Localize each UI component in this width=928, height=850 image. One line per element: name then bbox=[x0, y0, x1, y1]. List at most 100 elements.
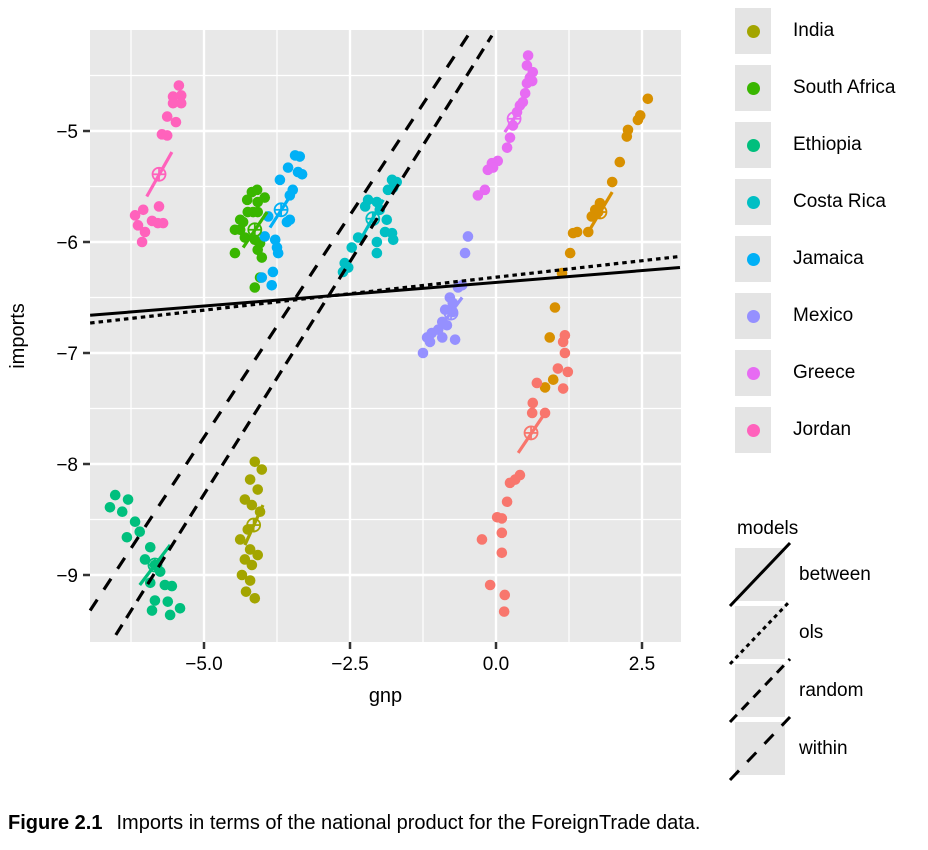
data-point-ethiopia bbox=[162, 596, 174, 607]
legend-item-greece: Greece bbox=[735, 350, 895, 396]
data-point-india bbox=[244, 544, 256, 555]
legend-label-ols: ols bbox=[799, 621, 824, 643]
data-point-jamaica bbox=[282, 162, 294, 173]
data-point-south-africa bbox=[256, 252, 268, 263]
data-point-jordan bbox=[175, 97, 187, 109]
x-tick-label: 0.0 bbox=[483, 654, 509, 675]
data-point-series8 bbox=[549, 302, 561, 313]
data-point-south-africa bbox=[229, 247, 241, 259]
data-point-series9 bbox=[526, 407, 538, 419]
data-point-jordan bbox=[129, 210, 141, 221]
data-point-jamaica bbox=[267, 266, 279, 278]
data-point-mexico bbox=[417, 347, 429, 359]
data-point-greece bbox=[472, 190, 484, 201]
data-point-ethiopia bbox=[134, 526, 146, 538]
legend-dot-icon bbox=[746, 195, 760, 209]
data-point-series8 bbox=[632, 114, 644, 126]
legend-dot-icon bbox=[746, 24, 760, 38]
data-point-series9 bbox=[527, 397, 539, 409]
legend-dot-icon bbox=[746, 309, 760, 323]
data-point-mexico bbox=[424, 336, 436, 348]
data-point-india bbox=[234, 534, 246, 545]
data-point-india bbox=[249, 456, 261, 468]
data-point-jordan bbox=[139, 226, 151, 238]
figure-caption: Figure 2.1 Imports in terms of the nation… bbox=[8, 812, 920, 835]
legend-countries: India South Africa Ethiopia Costa Rica Jamai… bbox=[735, 8, 895, 464]
data-point-series9 bbox=[559, 347, 571, 359]
data-point-series9 bbox=[496, 513, 508, 524]
y-tick-label: −6 bbox=[56, 233, 78, 254]
data-point-jamaica bbox=[256, 272, 268, 283]
legend-label-within: within bbox=[799, 737, 848, 759]
data-point-ethiopia bbox=[116, 506, 128, 518]
data-point-jordan bbox=[161, 111, 173, 122]
data-point-jamaica bbox=[266, 279, 278, 291]
caption-label: Figure 2.1 bbox=[8, 812, 103, 834]
data-point-jordan bbox=[170, 116, 182, 128]
legend-label-greece: Greece bbox=[793, 362, 856, 383]
data-point-ethiopia bbox=[166, 580, 178, 592]
data-point-costa-rica bbox=[382, 184, 394, 196]
legend-label-ethiopia: Ethiopia bbox=[793, 134, 862, 155]
data-point-series9 bbox=[496, 527, 508, 539]
data-point-ethiopia bbox=[174, 603, 186, 614]
y-tick-label: −5 bbox=[56, 122, 78, 143]
data-point-series9 bbox=[476, 534, 488, 545]
data-point-south-africa bbox=[241, 194, 253, 206]
data-point-ethiopia bbox=[129, 516, 141, 528]
legend-item-within: within bbox=[728, 715, 871, 782]
legend-item-costa-rica: Costa Rica bbox=[735, 179, 895, 225]
data-point-south-africa bbox=[234, 224, 246, 236]
legend-key-india bbox=[735, 8, 771, 54]
line-sample-random-icon bbox=[728, 657, 792, 724]
legend-item-random: random bbox=[728, 657, 871, 724]
data-point-greece bbox=[504, 132, 516, 143]
legend-key-greece bbox=[735, 350, 771, 396]
legend-key-ethiopia bbox=[735, 122, 771, 168]
legend-label-costa-rica: Costa Rica bbox=[793, 191, 886, 212]
data-point-series9 bbox=[562, 366, 574, 378]
data-point-series8 bbox=[539, 382, 551, 393]
legend-item-ethiopia: Ethiopia bbox=[735, 122, 895, 168]
data-point-india bbox=[236, 569, 248, 581]
data-point-india bbox=[252, 549, 264, 561]
y-tick-label: −9 bbox=[56, 566, 78, 587]
data-point-india bbox=[246, 499, 258, 511]
y-tick-label: −8 bbox=[56, 455, 78, 476]
legend-models-title: models bbox=[737, 518, 799, 539]
caption-text: Imports in terms of the national product… bbox=[116, 812, 701, 834]
data-point-india bbox=[252, 484, 264, 495]
data-point-series8 bbox=[606, 176, 618, 188]
data-point-jamaica bbox=[296, 168, 308, 180]
legend-item-jamaica: Jamaica bbox=[735, 236, 895, 282]
data-point-series8 bbox=[544, 332, 556, 343]
legend-label-south-africa: South Africa bbox=[793, 77, 896, 98]
data-point-jamaica bbox=[259, 231, 271, 242]
data-point-jamaica bbox=[274, 174, 286, 186]
data-point-series9 bbox=[498, 606, 510, 617]
data-point-ethiopia bbox=[139, 554, 151, 565]
data-point-series8 bbox=[642, 93, 654, 105]
data-point-series8 bbox=[547, 374, 559, 385]
data-point-jamaica bbox=[272, 247, 284, 259]
legend-item-south-africa: South Africa bbox=[735, 65, 895, 111]
legend-item-mexico: Mexico bbox=[735, 293, 895, 339]
data-point-jordan bbox=[173, 80, 185, 91]
data-point-india bbox=[246, 559, 258, 571]
x-tick-label: 2.5 bbox=[629, 654, 655, 675]
data-point-series9 bbox=[499, 589, 511, 601]
x-axis-title: gnp bbox=[369, 685, 402, 707]
data-point-south-africa bbox=[252, 206, 264, 218]
x-tick-label: −5.0 bbox=[185, 654, 223, 675]
legend-dot-icon bbox=[746, 366, 760, 380]
data-point-greece bbox=[519, 87, 531, 99]
data-point-ethiopia bbox=[149, 595, 161, 606]
model-line-random bbox=[114, 34, 494, 636]
data-point-series9 bbox=[496, 547, 508, 559]
data-point-greece bbox=[521, 77, 533, 89]
data-point-series9 bbox=[484, 579, 496, 591]
data-point-india bbox=[244, 474, 256, 485]
legend-label-mexico: Mexico bbox=[793, 305, 854, 326]
data-point-jordan bbox=[161, 130, 173, 141]
legend-dot-icon bbox=[746, 138, 760, 152]
